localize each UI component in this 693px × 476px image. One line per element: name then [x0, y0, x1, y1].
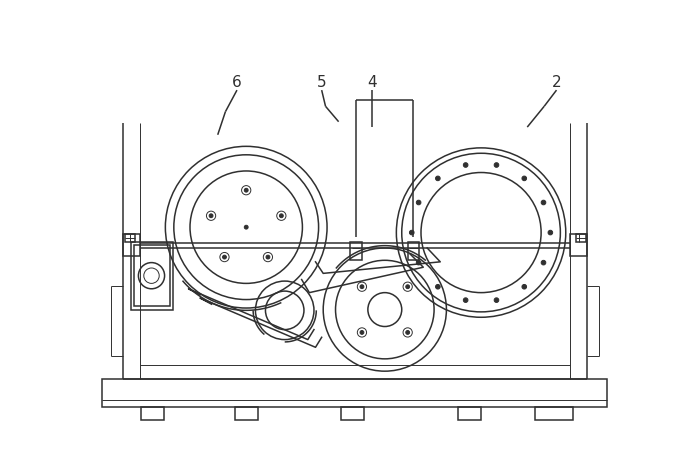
Bar: [131, 242, 173, 310]
Bar: [134, 245, 170, 307]
Circle shape: [209, 214, 213, 218]
Circle shape: [541, 201, 546, 205]
Bar: [408, 242, 419, 261]
Bar: [141, 407, 164, 420]
Circle shape: [416, 201, 421, 205]
Circle shape: [360, 285, 364, 289]
Bar: [235, 407, 258, 420]
Text: 2: 2: [552, 74, 561, 89]
Text: 6: 6: [232, 74, 242, 89]
Circle shape: [416, 261, 421, 266]
Circle shape: [360, 331, 364, 335]
Bar: [576, 235, 586, 242]
Bar: [350, 242, 362, 261]
Circle shape: [245, 189, 248, 193]
Circle shape: [405, 285, 410, 289]
Circle shape: [464, 163, 468, 168]
Bar: [123, 235, 140, 256]
Circle shape: [541, 261, 546, 266]
Circle shape: [435, 177, 440, 181]
Circle shape: [435, 285, 440, 289]
Circle shape: [522, 177, 527, 181]
Text: 5: 5: [317, 74, 326, 89]
Circle shape: [410, 231, 414, 236]
Bar: [458, 407, 481, 420]
Bar: [570, 235, 587, 256]
Bar: [341, 407, 364, 420]
Circle shape: [222, 256, 227, 259]
Circle shape: [266, 256, 270, 259]
Bar: [535, 407, 574, 420]
Circle shape: [405, 331, 410, 335]
Circle shape: [548, 231, 552, 236]
Circle shape: [494, 298, 499, 303]
Circle shape: [279, 214, 283, 218]
Bar: [125, 235, 134, 242]
Circle shape: [522, 285, 527, 289]
Text: 4: 4: [367, 74, 376, 89]
Bar: [103, 379, 606, 407]
Circle shape: [494, 163, 499, 168]
Circle shape: [245, 226, 248, 229]
Circle shape: [464, 298, 468, 303]
